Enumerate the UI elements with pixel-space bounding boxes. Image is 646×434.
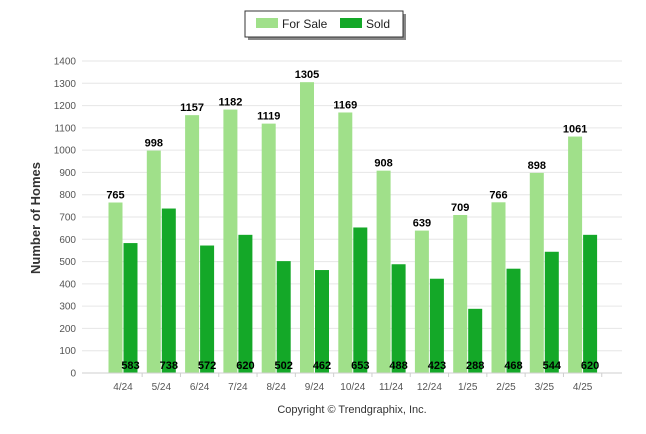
data-label-for-sale: 1157 [180,102,204,114]
y-tick-label: 400 [59,279,76,290]
data-label-for-sale: 1182 [218,97,242,109]
bar-for-sale [491,202,506,373]
bars [108,82,598,374]
data-label-sold: 544 [543,360,562,372]
data-label-for-sale: 1119 [257,111,280,123]
data-label-sold: 653 [351,360,369,372]
data-label-sold: 488 [389,360,407,372]
data-label-sold: 423 [428,360,446,372]
bar-sold [238,234,253,373]
x-tick-label: 1/25 [458,382,478,393]
bar-sold [315,270,329,373]
data-label-for-sale: 898 [528,160,546,172]
legend-label-for-sale: For Sale [282,17,328,31]
bar-sold [276,261,291,373]
y-tick-label: 1400 [54,57,77,68]
data-label-sold: 462 [313,360,331,372]
data-label-for-sale: 1169 [333,99,357,111]
y-tick-label: 1200 [54,101,77,112]
y-tick-label: 1300 [54,79,77,90]
data-label-for-sale: 908 [374,158,392,170]
data-label-for-sale: 1061 [563,124,587,136]
bar-for-sale [568,136,583,373]
y-tick-label: 0 [70,369,76,380]
bar-sold [429,278,444,373]
data-label-sold: 468 [504,360,522,372]
data-label-for-sale: 998 [145,138,163,150]
y-tick-label: 200 [59,324,76,335]
bar-for-sale [108,202,123,373]
bar-for-sale [414,230,429,373]
y-tick-label: 1100 [54,123,76,134]
bar-sold [468,308,483,373]
y-tick-label: 700 [59,213,76,224]
x-tick-label: 6/24 [190,382,210,393]
legend-label-sold: Sold [366,17,390,31]
data-labels: 765 583 998 738 1157 572 1182 620 1119 502 1305 462… [106,69,599,372]
y-axis-title: Number of Homes [28,162,43,274]
data-label-for-sale: 766 [489,189,507,201]
x-tick-label: 7/24 [228,382,248,393]
x-tick-label: 10/24 [340,382,365,393]
copyright-footer: Copyright © Trendgraphix, Inc. [277,404,426,416]
data-label-for-sale: 709 [451,202,469,214]
y-axis: 0 100 200 300 400 500 600 700 800 900 1000 1100 1200… [54,57,77,380]
bar-for-sale [223,109,238,373]
y-tick-label: 900 [59,168,76,179]
bar-sold [200,245,215,373]
x-tick-label: 12/24 [417,382,442,393]
data-label-for-sale: 765 [106,190,124,202]
data-label-sold: 502 [275,360,293,372]
bar-for-sale [261,123,276,373]
bar-sold [353,227,368,373]
data-label-sold: 620 [236,360,254,372]
data-label-for-sale: 639 [413,218,431,230]
bar-sold [506,268,521,373]
bar-sold [583,234,598,373]
bar-for-sale [146,150,161,373]
x-axis: 4/24 5/24 6/24 7/24 8/24 9/24 10/24 11/24 12/24 1… [82,372,622,393]
x-tick-label: 2/25 [496,382,516,393]
y-tick-label: 600 [59,235,76,246]
x-tick-label: 9/24 [305,382,325,393]
legend-swatch-sold [340,18,362,28]
y-tick-label: 100 [59,346,76,357]
legend-swatch-for-sale [256,18,278,28]
x-tick-label: 5/24 [152,382,172,393]
bar-for-sale [185,115,200,373]
legend: For Sale Sold [244,10,406,40]
bar-for-sale [453,214,468,373]
y-tick-label: 1000 [54,146,77,157]
x-tick-label: 11/24 [379,382,404,393]
y-tick-label: 800 [59,190,76,201]
x-tick-label: 4/24 [113,382,133,393]
x-tick-label: 8/24 [266,382,286,393]
x-tick-label: 4/25 [573,382,593,393]
bar-sold [544,251,559,373]
y-tick-label: 300 [59,302,76,313]
bar-for-sale [338,112,353,373]
data-label-sold: 620 [581,360,599,372]
x-tick-label: 3/25 [535,382,555,393]
bar-for-sale [376,170,391,373]
bar-sold [391,264,406,373]
data-label-sold: 583 [121,360,139,372]
bar-sold [123,243,138,373]
y-tick-label: 500 [59,257,76,268]
bar-sold [161,208,176,373]
data-label-sold: 572 [198,360,216,372]
data-label-sold: 288 [466,360,484,372]
data-label-sold: 738 [160,360,178,372]
bar-for-sale [300,82,314,374]
bar-for-sale [529,172,544,373]
data-label-for-sale: 1305 [295,69,319,81]
